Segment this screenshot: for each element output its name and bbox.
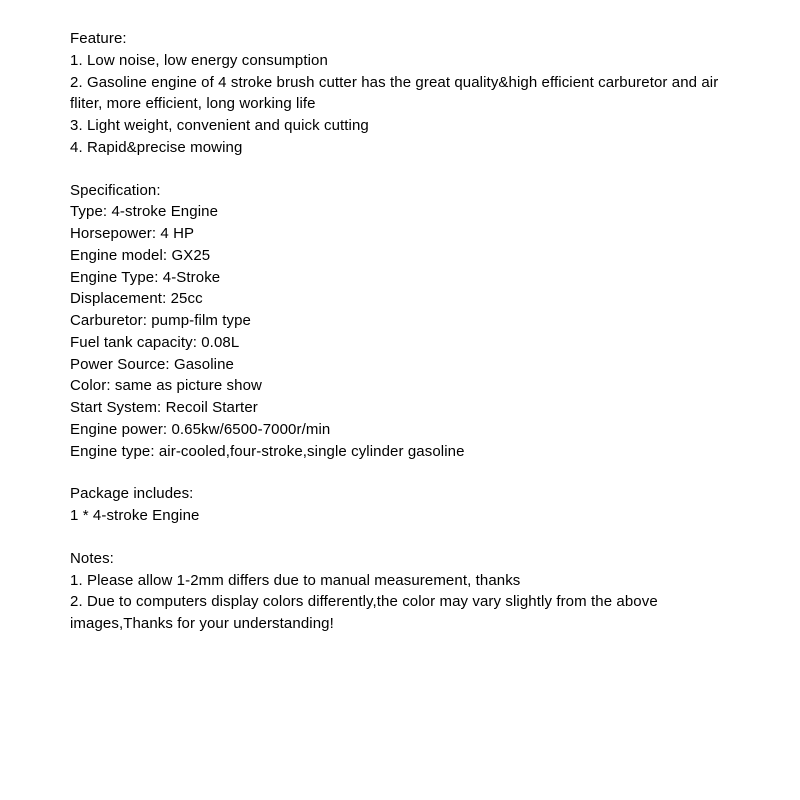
notes-heading: Notes: — [70, 548, 730, 570]
feature-section: Feature: 1. Low noise, low energy consum… — [70, 28, 730, 159]
spec-row: Engine Type: 4-Stroke — [70, 267, 730, 289]
spec-row: Type: 4-stroke Engine — [70, 201, 730, 223]
specification-section: Specification: Type: 4-stroke Engine Hor… — [70, 180, 730, 463]
feature-item: 4. Rapid&precise mowing — [70, 137, 730, 159]
spec-row: Start System: Recoil Starter — [70, 397, 730, 419]
notes-item: 1. Please allow 1-2mm differs due to man… — [70, 570, 730, 592]
spec-row: Horsepower: 4 HP — [70, 223, 730, 245]
spec-row: Engine type: air-cooled,four-stroke,sing… — [70, 441, 730, 463]
specification-heading: Specification: — [70, 180, 730, 202]
spec-row: Engine power: 0.65kw/6500-7000r/min — [70, 419, 730, 441]
spec-row: Engine model: GX25 — [70, 245, 730, 267]
product-description-page: Feature: 1. Low noise, low energy consum… — [0, 0, 800, 800]
notes-item: 2. Due to computers display colors diffe… — [70, 591, 730, 635]
spec-row: Fuel tank capacity: 0.08L — [70, 332, 730, 354]
feature-item: 1. Low noise, low energy consumption — [70, 50, 730, 72]
spec-row: Carburetor: pump-film type — [70, 310, 730, 332]
spec-row: Displacement: 25cc — [70, 288, 730, 310]
feature-item: 2. Gasoline engine of 4 stroke brush cut… — [70, 72, 730, 116]
spec-row: Power Source: Gasoline — [70, 354, 730, 376]
package-item: 1 * 4-stroke Engine — [70, 505, 730, 527]
feature-heading: Feature: — [70, 28, 730, 50]
spec-row: Color: same as picture show — [70, 375, 730, 397]
package-section: Package includes: 1 * 4-stroke Engine — [70, 483, 730, 527]
notes-section: Notes: 1. Please allow 1-2mm differs due… — [70, 548, 730, 635]
feature-item: 3. Light weight, convenient and quick cu… — [70, 115, 730, 137]
package-heading: Package includes: — [70, 483, 730, 505]
